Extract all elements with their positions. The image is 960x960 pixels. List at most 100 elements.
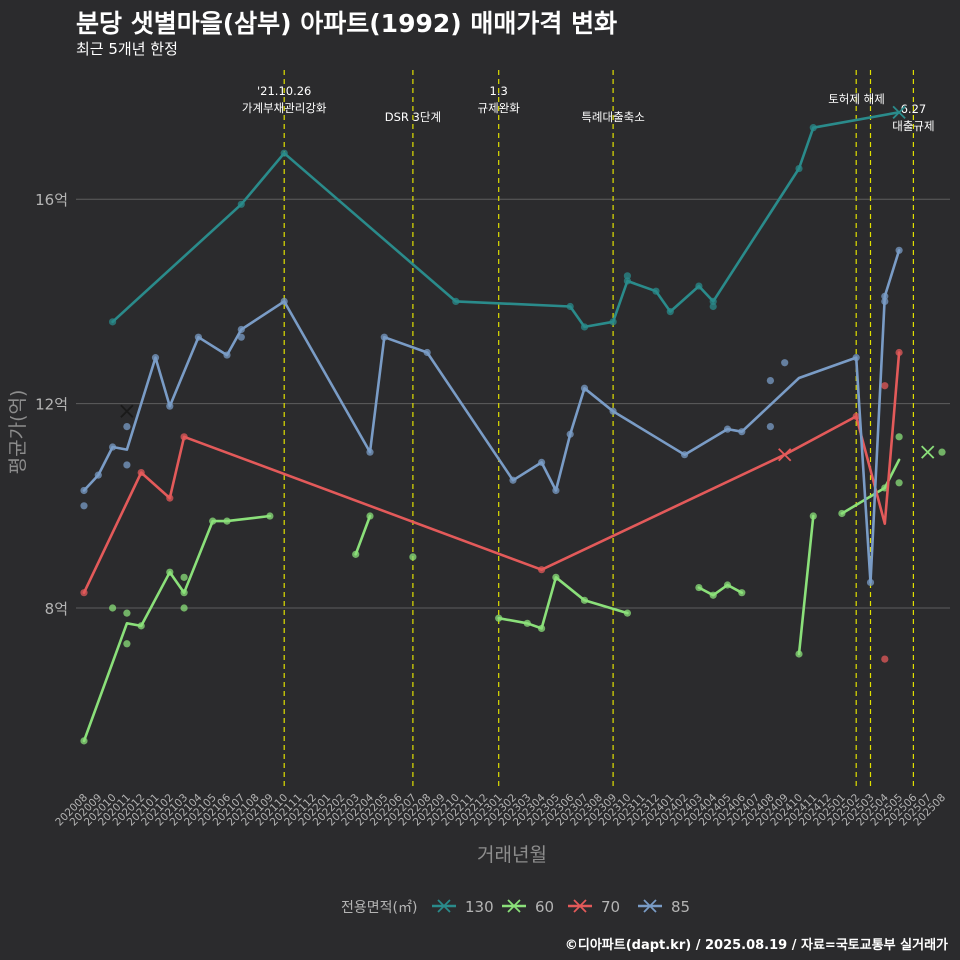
data-point-130 — [566, 302, 574, 311]
data-point-85 — [781, 359, 789, 367]
data-point-85 — [738, 428, 746, 436]
series-line-60 — [82, 514, 272, 743]
data-point-85 — [280, 297, 288, 305]
data-point-85 — [881, 297, 889, 305]
chart-title: 분당 샛별마을(삼부) 아파트(1992) 매매가격 변화 — [76, 9, 618, 38]
legend-item-60: 60 — [502, 898, 554, 916]
data-point-85 — [723, 425, 732, 433]
chart-subtitle: 최근 5개년 한정 — [76, 40, 178, 58]
y-tick-label: 16억 — [35, 191, 68, 209]
legend-layer: 전용면적(㎡) 130 60 70 85 — [341, 898, 690, 916]
data-point-60 — [695, 583, 703, 592]
data-point-60 — [552, 573, 560, 581]
data-point-130 — [580, 323, 589, 331]
data-point-85 — [538, 458, 546, 466]
series-layer — [80, 105, 946, 745]
data-point-130 — [623, 277, 632, 285]
legend-label: 85 — [671, 898, 690, 916]
data-point-85 — [566, 430, 574, 438]
data-point-130 — [709, 297, 717, 305]
data-point-60 — [538, 624, 546, 633]
event-label: DSR 3단계 — [385, 110, 441, 124]
data-point-85 — [681, 451, 689, 459]
data-point-85 — [123, 422, 131, 431]
legend-swatch-cross — [573, 899, 587, 913]
legend-label: 60 — [535, 898, 554, 916]
data-point-70 — [538, 566, 546, 574]
data-point-85 — [580, 384, 589, 392]
event-label: 대출규제 — [892, 119, 934, 133]
data-point-85 — [123, 461, 131, 469]
data-point-60 — [409, 553, 417, 561]
data-point-85 — [223, 351, 231, 359]
event-label: 가계부채관리강화 — [242, 101, 327, 115]
data-point-85 — [766, 422, 775, 431]
data-point-130 — [280, 149, 288, 157]
event-label: 규제완화 — [478, 101, 521, 115]
event-label: 토허제 해제 — [828, 92, 885, 106]
data-point-60 — [895, 433, 903, 441]
data-point-60 — [80, 737, 88, 745]
data-point-85 — [94, 471, 102, 479]
event-label: 6.27 — [901, 102, 927, 116]
data-point-60 — [738, 589, 746, 597]
legend-item-85: 85 — [638, 898, 690, 916]
event-label: 1.3 — [490, 84, 508, 98]
data-point-130 — [237, 200, 245, 208]
legend-label: 70 — [601, 898, 620, 916]
data-point-70 — [166, 494, 174, 502]
data-point-130 — [452, 297, 460, 305]
event-label: 특례대출축소 — [581, 110, 644, 124]
data-point-60 — [180, 604, 188, 612]
data-point-85 — [552, 486, 560, 495]
data-point-60 — [580, 596, 589, 604]
data-point-70 — [881, 655, 889, 663]
data-point-60 — [123, 640, 131, 648]
latest-marker-stroke — [120, 404, 134, 418]
data-point-85 — [423, 348, 431, 357]
series-line-85 — [82, 249, 901, 584]
x-axis-title: 거래년월 — [477, 844, 547, 866]
legend-item-70: 70 — [568, 898, 620, 916]
data-point-60 — [795, 650, 803, 658]
data-point-85 — [895, 246, 903, 254]
data-point-70 — [895, 348, 903, 357]
latest-marker-85 — [120, 404, 134, 418]
legend-label: 130 — [465, 898, 494, 916]
data-point-60 — [109, 604, 117, 612]
data-point-130 — [109, 318, 117, 326]
data-point-60 — [180, 573, 188, 581]
data-point-85 — [166, 402, 174, 410]
legend-swatch-cross — [507, 899, 521, 913]
axis-layer: 8억12억16억20200820200920201020201120201220… — [7, 191, 948, 866]
data-point-70 — [881, 382, 889, 390]
y-tick-label: 12억 — [35, 396, 68, 414]
data-point-85 — [109, 443, 117, 451]
data-point-85 — [151, 354, 160, 362]
latest-marker-stroke — [778, 448, 792, 462]
data-point-85 — [366, 448, 374, 456]
y-tick-label: 8억 — [45, 600, 68, 618]
event-label: '21.10.26 — [257, 84, 311, 98]
series-line-70 — [82, 351, 901, 594]
series-line-60 — [497, 576, 629, 630]
data-point-60 — [709, 591, 717, 599]
data-point-130 — [623, 272, 632, 280]
data-point-60 — [180, 589, 188, 597]
data-point-60 — [838, 509, 846, 518]
data-point-60 — [209, 517, 217, 525]
data-point-60 — [938, 448, 946, 456]
data-point-85 — [881, 292, 889, 300]
legend-swatch-cross — [643, 899, 657, 913]
data-point-60 — [366, 512, 374, 520]
data-point-85 — [766, 377, 775, 385]
data-point-70 — [852, 412, 860, 420]
data-point-60 — [523, 619, 531, 627]
data-point-70 — [80, 589, 88, 597]
series-line-130 — [111, 111, 901, 329]
data-point-130 — [666, 308, 674, 316]
data-point-60 — [223, 517, 231, 525]
data-point-130 — [652, 287, 660, 295]
